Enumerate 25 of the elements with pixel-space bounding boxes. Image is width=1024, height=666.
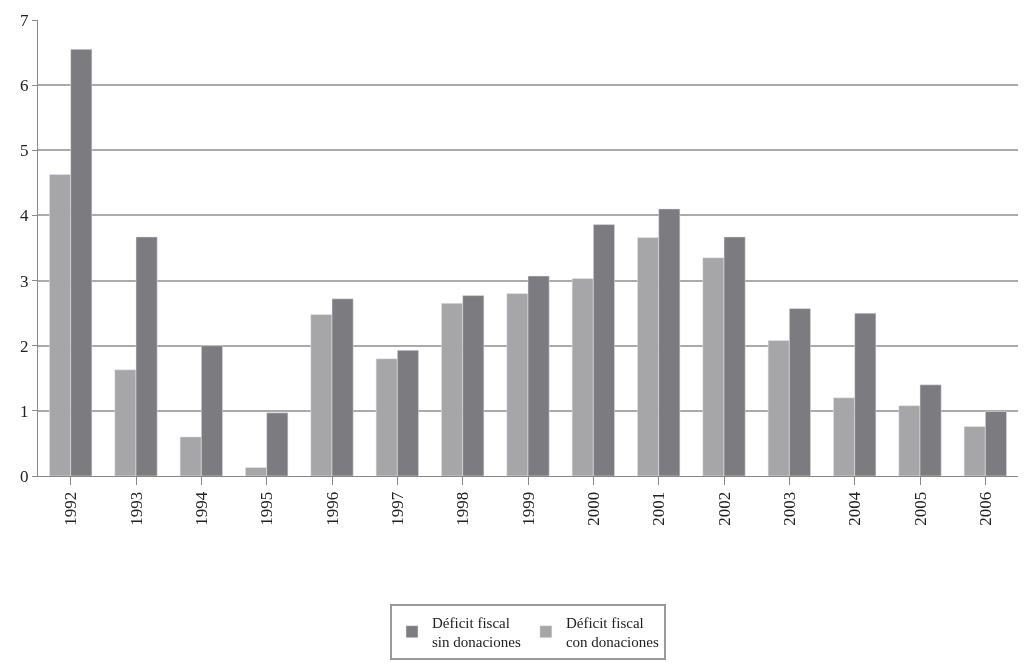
y-tick-label: 5 [20,141,29,161]
legend-label: Déficit fiscal con donaciones [565,614,659,651]
x-tick-label: 1994 [191,491,211,526]
x-tick-label: 1999 [518,491,538,526]
x-tick-label: 2000 [583,491,603,526]
x-tick-label: 1997 [387,491,407,526]
x-tick-label: 2002 [714,491,734,526]
y-tick-label: 2 [20,336,29,356]
y-tick-label: 3 [20,271,29,291]
x-tick-label: 2005 [910,491,930,526]
y-tick-label: 4 [20,206,30,226]
y-tick-label: 7 [20,10,30,30]
y-tick-label: 1 [20,401,29,421]
x-tick-label: 1998 [453,491,473,526]
x-tick-label: 1992 [61,491,81,526]
x-tick-label: 1995 [257,491,277,526]
x-tick-label: 2004 [845,491,865,526]
x-tick-label: 2006 [975,491,995,526]
x-tick-label: 2001 [649,491,669,526]
legend-label: Déficit fiscal sin donaciones [432,614,521,651]
y-tick-label: 6 [20,76,29,96]
x-tick-label: 2003 [779,491,799,526]
x-tick-label: 1993 [126,491,146,526]
x-tick-label: 1996 [322,491,342,526]
y-tick-label: 0 [20,466,29,486]
